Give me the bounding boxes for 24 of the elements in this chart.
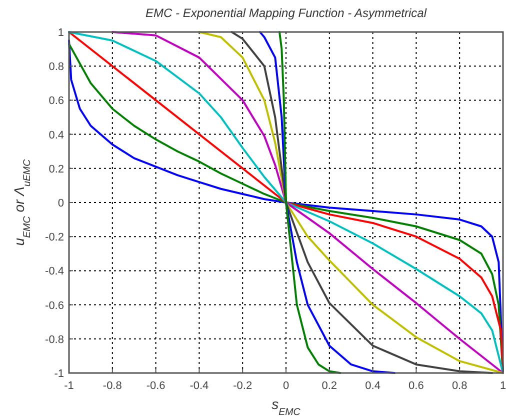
x-tick-label: 0.6	[408, 380, 424, 392]
y-tick-label: 0.6	[48, 95, 64, 108]
y-tick-label: 0.8	[48, 61, 64, 74]
x-tick-label: 1	[500, 380, 506, 392]
y-tick-label: 0.4	[48, 129, 64, 142]
x-tick-label: 0	[282, 380, 290, 392]
x-axis-title: s$_{EMC}$	[272, 396, 302, 417]
y-tick-label: -0.4	[45, 266, 64, 278]
x-tick-label: -0.6	[146, 380, 166, 392]
y-tick-label: -0.8	[45, 334, 64, 346]
y-tick-label: -1	[54, 368, 64, 380]
x-tick-label: -0.8	[102, 380, 122, 392]
x-tick-label: -0.2	[233, 380, 252, 392]
line-series	[258, 31, 396, 374]
y-tick-label: -0.6	[45, 300, 64, 312]
y-tick-label: 0	[58, 198, 64, 210]
y-tick-label: 1	[58, 27, 64, 39]
chart-title: EMC - Exponential Mapping Function - Asymmetrical	[146, 6, 427, 20]
y-tick-label: -0.2	[45, 232, 64, 244]
x-tick-label: 0.4	[365, 380, 380, 392]
x-tick-label: 0.8	[452, 380, 468, 392]
x-tick-label: 0.2	[322, 380, 338, 392]
y-tick-label: 0.2	[48, 163, 64, 176]
x-tick-label: -0.4	[190, 380, 209, 392]
